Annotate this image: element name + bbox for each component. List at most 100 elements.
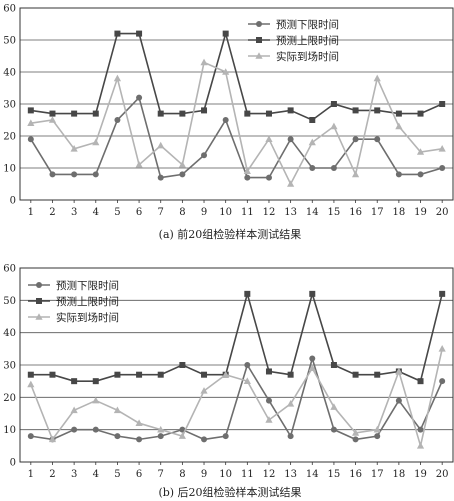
chart-b-series-2-point <box>201 371 208 378</box>
chart-b-series-1-point <box>395 397 402 404</box>
chart-b-series-2-point <box>287 371 294 378</box>
chart-a-series-1-point <box>374 136 381 143</box>
chart-b-series-3-point <box>265 416 273 423</box>
chart-b-series-3-point <box>395 367 403 375</box>
chart-a-series-2-point <box>395 110 402 117</box>
chart-b-series-1-point <box>71 426 78 433</box>
chart-a-series-2-point <box>92 110 99 117</box>
chart-b-series-2-point <box>330 362 337 368</box>
chart-b-series-1-point <box>244 362 251 368</box>
chart-a-series-3-point <box>373 74 381 82</box>
chart-a-plot-frame <box>19 7 454 201</box>
chart-b-y-tick-label: 0 <box>10 458 16 469</box>
chart-a-series-1-point <box>330 165 337 171</box>
chart-a-x-tick-label: 9 <box>201 207 207 218</box>
chart-b-x-tick-label: 14 <box>306 469 319 480</box>
chart-a-series-2-point <box>330 101 337 107</box>
chart-a-series-3-point <box>222 68 230 75</box>
chart-b-series-3-point <box>243 377 251 384</box>
chart-a-series-2-point <box>309 117 316 123</box>
chart-b-x-tick-label: 13 <box>284 469 297 480</box>
chart-a-series-1-point <box>352 136 359 143</box>
chart-b-x-tick-label: 6 <box>136 469 142 480</box>
chart-a-series-3-line <box>30 61 443 186</box>
chart-b-x-tick-label: 3 <box>71 469 77 480</box>
chart-a-series-2-point <box>244 110 251 117</box>
chart-b-series-3-point <box>48 435 57 443</box>
chart-a-series-1-point <box>179 171 186 178</box>
chart-b-legend-marker <box>36 282 42 288</box>
chart-b-series-3-point <box>222 370 230 378</box>
chart-a-series-1-point <box>395 171 402 178</box>
chart-b-x-tick-label: 2 <box>49 469 55 480</box>
chart-b-y-tick-label: 30 <box>3 361 16 372</box>
chart-a-series-1-point <box>417 171 424 178</box>
chart-b-series-1-point <box>157 433 164 440</box>
chart-b-x-tick-label: 19 <box>414 469 427 480</box>
chart-b-series-2-point <box>71 378 78 385</box>
chart-b-x-tick-label: 12 <box>263 469 276 480</box>
chart-a-series-3-point <box>243 167 251 174</box>
chart-a-y-tick-label: 40 <box>3 68 16 79</box>
chart-a-series-3-point <box>330 122 338 130</box>
chart-b-series-2-point <box>49 371 56 378</box>
chart-a-x-tick-label: 12 <box>263 207 276 218</box>
chart-a-y-tick-label: 20 <box>3 132 16 143</box>
chart-a-series-1-point <box>71 171 78 178</box>
chart-a-x-tick-label: 14 <box>306 207 319 218</box>
chart-b-x-tick-label: 5 <box>114 469 120 480</box>
chart-a-series-2-point <box>287 107 294 114</box>
chart-b-series-3-point <box>113 406 122 414</box>
chart-b-series-1-point <box>114 433 121 440</box>
chart-a-series-2-point <box>417 110 424 117</box>
chart-a-series-2-point <box>157 110 164 117</box>
chart-a-series-2-point <box>114 30 121 37</box>
chart-b-x-tick-label: 16 <box>349 469 362 480</box>
chart-a-x-tick-label: 18 <box>393 207 406 218</box>
chart-b-series-2-point <box>157 371 164 378</box>
chart-a-series-1-point <box>287 136 294 143</box>
chart-b-x-tick-label: 7 <box>158 469 164 480</box>
chart-a-series-3-point <box>395 122 403 130</box>
chart-b-series-1-point <box>222 433 229 440</box>
chart-a-series-1-point <box>49 171 56 178</box>
chart-a-series-2-point <box>222 30 229 37</box>
chart-b-series-1-point <box>309 355 316 362</box>
chart-a-series-3-point <box>27 119 35 126</box>
chart-a-series-1-point <box>244 174 251 181</box>
chart-b-series-2-point <box>374 371 381 378</box>
chart-b-series-3-point <box>135 419 143 426</box>
chart-b-y-tick-label: 10 <box>3 425 16 436</box>
chart-a-series-3-point <box>70 145 78 152</box>
chart-b-x-tick-label: 18 <box>393 469 406 480</box>
chart-b-series-1-point <box>374 433 381 440</box>
chart-a-legend-label: 实际到场时间 <box>276 50 339 63</box>
chart-a-x-tick-label: 1 <box>28 207 34 218</box>
chart-b-series-1-point <box>201 436 208 443</box>
chart-b-series-2-point <box>114 371 121 378</box>
chart-b-series-1-point <box>417 426 424 433</box>
chart-b-series-1-point <box>330 426 337 433</box>
chart-a-x-tick-label: 2 <box>49 207 55 218</box>
chart-a-x-tick-label: 10 <box>219 207 232 218</box>
chart-b-x-tick-label: 10 <box>219 469 232 480</box>
chart-a-x-tick-label: 5 <box>114 207 120 218</box>
chart-b-series-2-point <box>136 371 143 378</box>
chart-a-x-tick-label: 6 <box>136 207 142 218</box>
chart-b-series-3-point <box>287 400 295 407</box>
chart-a-legend-label: 预测上限时间 <box>276 34 339 47</box>
chart-a-series-3-point <box>438 145 446 152</box>
chart-a-series-3-point <box>265 135 273 142</box>
chart-a-series-2-point <box>352 107 359 114</box>
chart-b-legend-label: 实际到场时间 <box>56 311 119 324</box>
chart-a-series-2-point <box>265 110 272 117</box>
chart-a-x-tick-label: 3 <box>71 207 77 218</box>
chart-a-x-tick-label: 11 <box>241 207 254 218</box>
chart-b-series-2-point <box>417 378 424 385</box>
chart-b-legend-marker <box>36 298 42 304</box>
chart-a-series-3-point <box>48 116 57 123</box>
chart-a-series-3-point <box>92 138 100 146</box>
